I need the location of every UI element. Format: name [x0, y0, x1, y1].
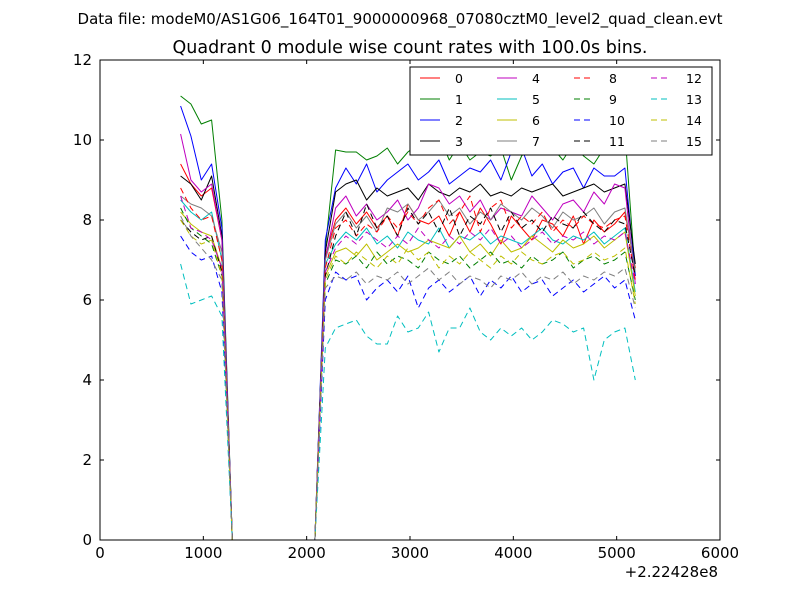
x-tick-label: 2000: [288, 544, 326, 562]
series-line-11: [180, 203, 636, 541]
y-tick-label: 10: [73, 131, 92, 149]
x-tick-label: 1000: [184, 544, 222, 562]
x-tick-label: 4000: [494, 544, 532, 562]
x-tick-labels: 0 1000 2000 3000 4000 5000 6000: [95, 544, 739, 562]
axis-ticks: [99, 59, 721, 541]
legend-label-8: 8: [609, 71, 617, 86]
series-line-1: [180, 95, 636, 541]
y-tick-label: 12: [73, 51, 92, 69]
plot-series: [180, 95, 636, 541]
series-line-13: [180, 263, 636, 541]
legend-label-9: 9: [609, 92, 617, 107]
legend-label-0: 0: [455, 71, 463, 86]
suptitle: Data file: modeM0/AS1G06_164T01_90000009…: [78, 10, 723, 29]
legend-label-5: 5: [532, 92, 540, 107]
legend-label-2: 2: [455, 113, 463, 128]
x-tick-label: 0: [95, 544, 105, 562]
legend-label-6: 6: [532, 113, 540, 128]
y-tick-label: 4: [82, 371, 92, 389]
legend-label-13: 13: [686, 92, 702, 107]
legend-label-14: 14: [686, 113, 702, 128]
series-line-7: [180, 195, 636, 541]
legend-label-11: 11: [609, 134, 625, 149]
legend-frame: [409, 66, 713, 156]
legend-label-4: 4: [532, 71, 540, 86]
series-line-8: [180, 187, 636, 541]
y-tick-label: 8: [82, 211, 92, 229]
chart-title: Quadrant 0 module wise count rates with …: [173, 38, 648, 58]
series-line-5: [180, 199, 636, 541]
y-tick-label: 0: [82, 531, 92, 549]
series-line-6: [180, 211, 636, 541]
series-line-2: [180, 105, 636, 541]
x-offset-label: +2.22428e8: [625, 563, 718, 581]
y-tick-labels: 0 2 4 6 8 10 12: [73, 51, 92, 549]
series-line-14: [180, 219, 636, 541]
legend-label-7: 7: [532, 134, 540, 149]
series-line-12: [180, 195, 636, 541]
x-tick-label: 3000: [391, 544, 429, 562]
x-tick-label: 5000: [598, 544, 636, 562]
x-tick-label: 6000: [701, 544, 739, 562]
legend-label-1: 1: [455, 92, 463, 107]
legend-label-10: 10: [609, 113, 625, 128]
series-line-9: [180, 207, 636, 541]
y-tick-label: 6: [82, 291, 92, 309]
series-line-15: [180, 215, 636, 541]
y-tick-label: 2: [82, 451, 92, 469]
series-line-3: [180, 175, 636, 541]
legend-label-3: 3: [455, 134, 463, 149]
series-line-10: [180, 235, 636, 541]
legend-label-15: 15: [686, 134, 702, 149]
legend-label-12: 12: [686, 71, 702, 86]
